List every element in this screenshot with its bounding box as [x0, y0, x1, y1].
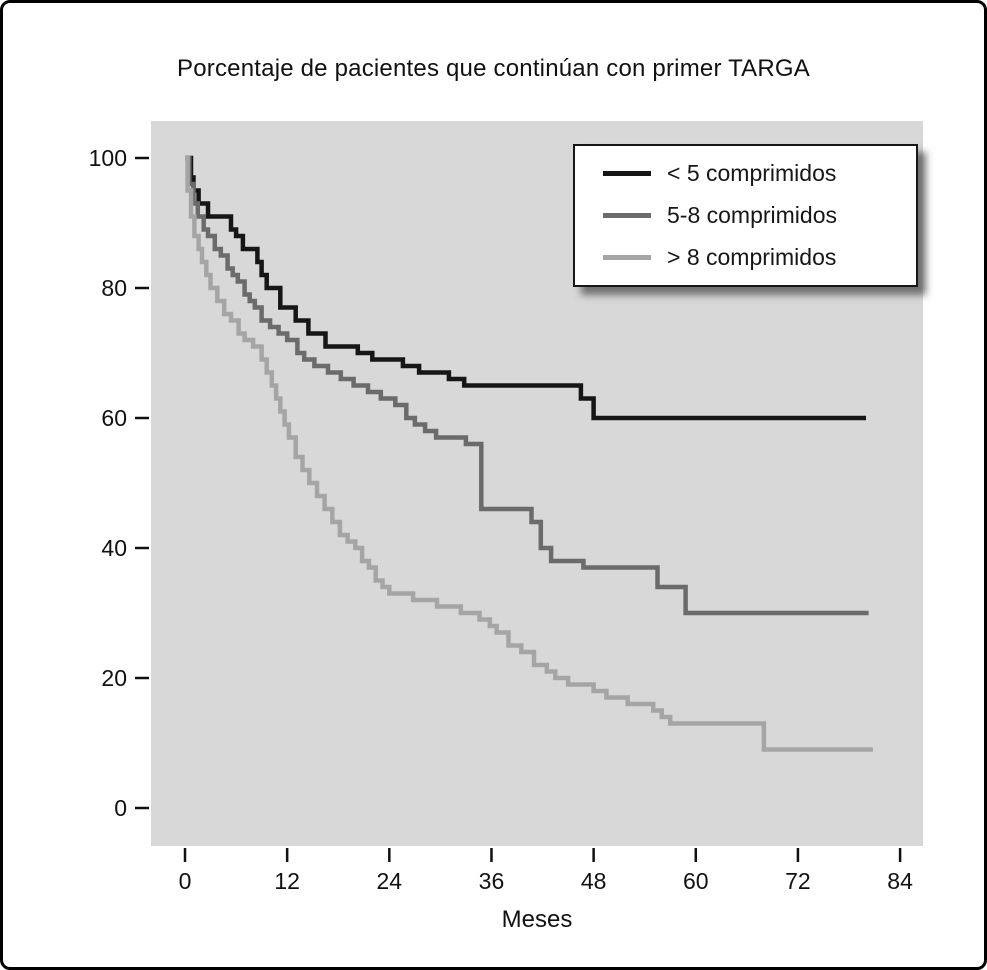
legend-label: 5-8 comprimidos: [667, 201, 837, 228]
x-tick-label: 84: [887, 868, 913, 894]
legend-line-swatch: [603, 255, 651, 261]
x-tick-label: 72: [785, 868, 811, 894]
chart-title: Porcentaje de pacientes que continúan co…: [177, 55, 810, 82]
legend-line-swatch: [603, 212, 651, 218]
legend-line-swatch: [603, 170, 651, 176]
y-tick-label: 60: [101, 405, 127, 431]
x-axis-label: Meses: [501, 906, 573, 933]
x-tick-label: 12: [274, 868, 300, 894]
x-tick-label: 0: [179, 868, 192, 894]
y-tick-label: 80: [101, 275, 127, 301]
legend-item: > 8 comprimidos: [603, 244, 916, 271]
legend-label: > 8 comprimidos: [667, 244, 837, 271]
series-line-0: [185, 155, 866, 421]
legend-item: < 5 comprimidos: [603, 160, 916, 187]
x-tick-label: 60: [683, 868, 709, 894]
y-tick-label: 20: [101, 665, 127, 691]
series-line-1: [185, 155, 869, 616]
x-tick-label: 24: [377, 868, 403, 894]
legend-item: 5-8 comprimidos: [603, 202, 916, 229]
y-tick-label: 0: [114, 795, 127, 821]
y-tick-label: 40: [101, 535, 127, 561]
legend-label: < 5 comprimidos: [667, 159, 837, 186]
series-line-2: [185, 155, 873, 752]
y-tick-label: 100: [89, 145, 127, 171]
x-tick-label: 36: [479, 868, 505, 894]
x-tick-label: 48: [581, 868, 607, 894]
legend: < 5 comprimidos 5-8 comprimidos > 8 comp…: [573, 144, 918, 287]
